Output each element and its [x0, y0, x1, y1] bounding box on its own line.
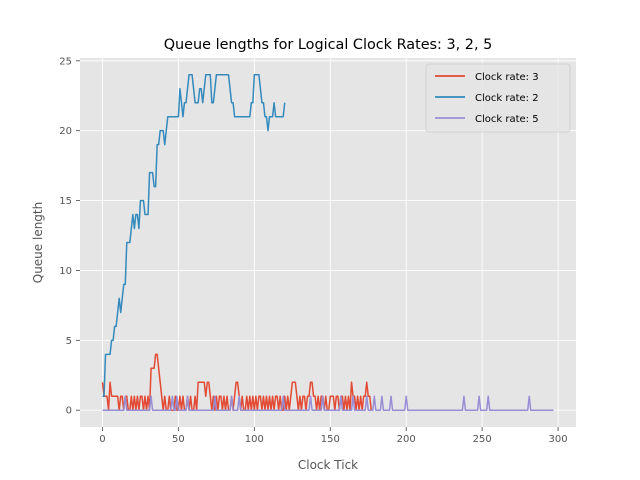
x-axis-ticks: 0 50 100 150 200 250 300	[99, 427, 568, 445]
x-tick-label: 0	[99, 434, 105, 445]
series-line-1	[102, 74, 286, 397]
legend-label-rate-3: Clock rate: 3	[475, 72, 539, 83]
series-line-0	[101, 353, 373, 411]
x-tick-label: 150	[321, 434, 340, 445]
y-tick-label: 5	[66, 336, 72, 347]
series-lines	[101, 74, 554, 411]
y-axis-label: Queue length	[31, 202, 45, 284]
y-tick-label: 0	[66, 406, 72, 417]
x-axis-label: Clock Tick	[298, 458, 358, 472]
y-tick-label: 25	[59, 56, 72, 67]
x-tick-label: 100	[245, 434, 264, 445]
series-line-2	[102, 395, 554, 411]
x-tick-label: 300	[549, 434, 568, 445]
y-tick-label: 20	[59, 126, 72, 137]
x-tick-label: 50	[172, 434, 185, 445]
y-tick-label: 10	[59, 266, 72, 277]
legend: Clock rate: 3 Clock rate: 2 Clock rate: …	[425, 63, 571, 133]
x-tick-label: 250	[473, 434, 492, 445]
y-tick-label: 15	[59, 196, 72, 207]
legend-label-rate-5: Clock rate: 5	[475, 114, 539, 125]
legend-box	[425, 63, 571, 133]
y-axis-ticks: 0 5 10 15 20 25	[59, 56, 80, 417]
x-tick-label: 200	[397, 434, 416, 445]
chart-title: Queue lengths for Logical Clock Rates: 3…	[164, 37, 493, 53]
legend-label-rate-2: Clock rate: 2	[475, 93, 539, 104]
